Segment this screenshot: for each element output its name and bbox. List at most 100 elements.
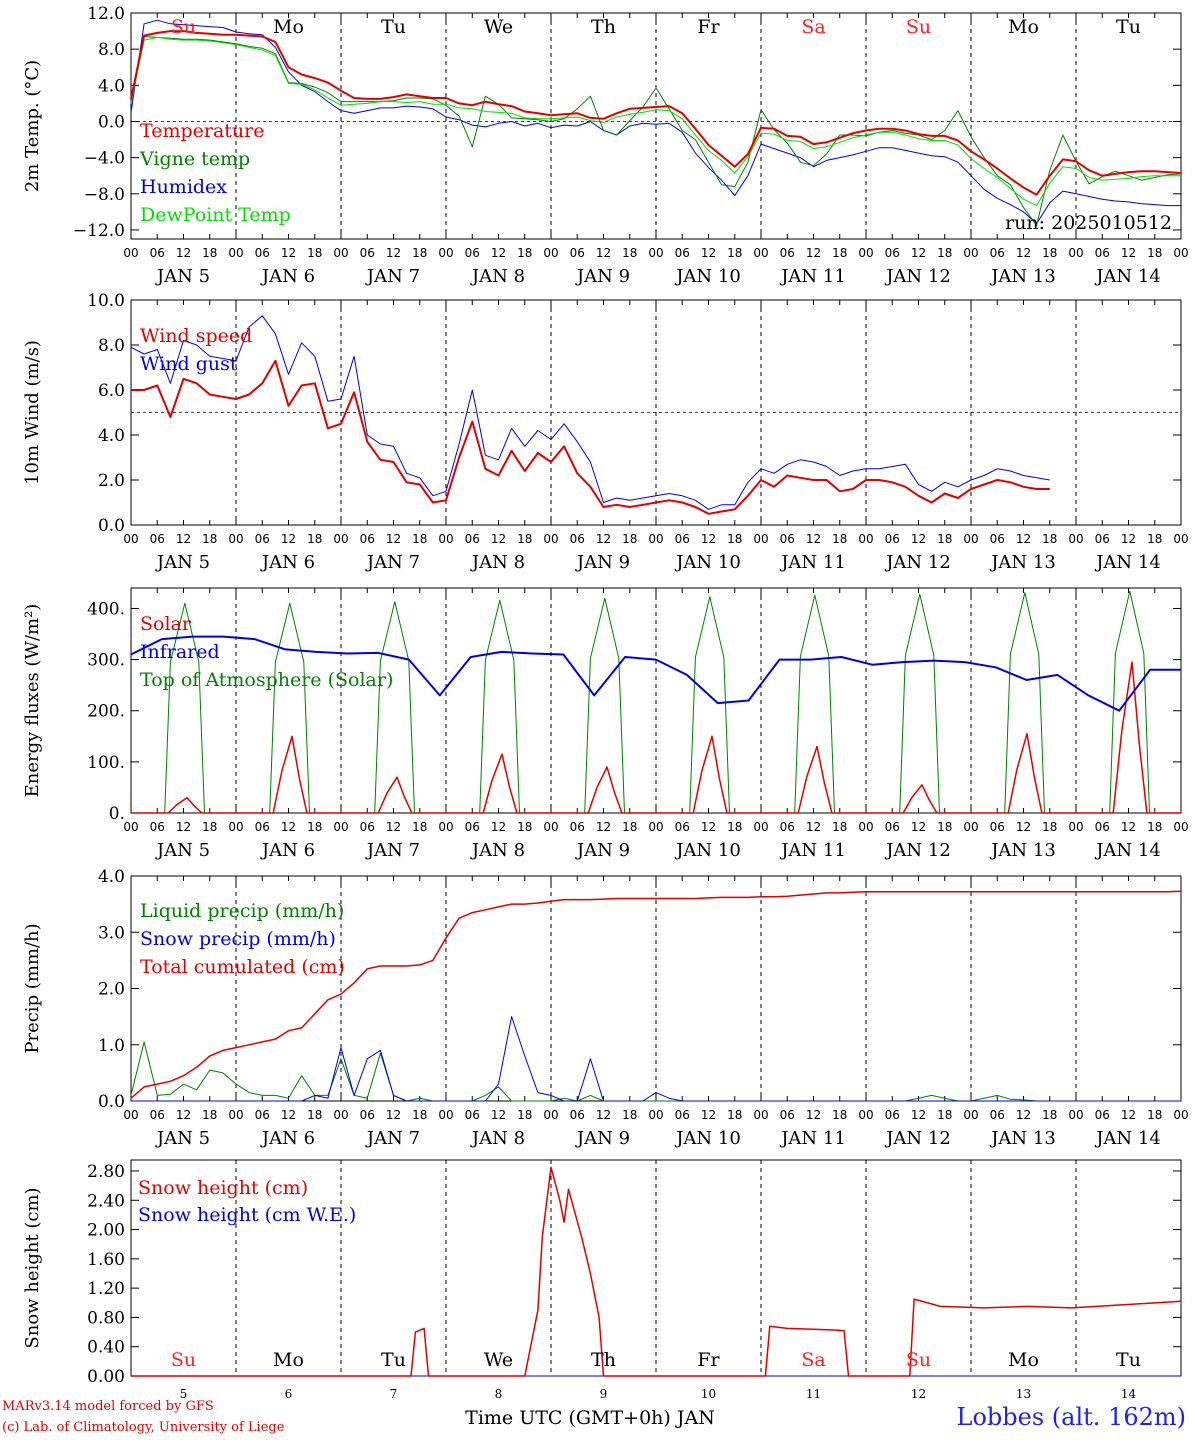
hour-tick-label: 06 — [150, 532, 165, 546]
hour-tick-label: 18 — [202, 532, 217, 546]
hour-tick-label: 06 — [780, 532, 795, 546]
series-line-liquid-precip-mm-h- — [130, 1041, 1181, 1102]
y-tick-label: 2.0 — [98, 980, 125, 1000]
day-date-label: JAN 13 — [989, 840, 1056, 861]
legend-entry: Wind speed — [140, 325, 252, 347]
hour-tick-label: 00 — [333, 820, 348, 834]
lab-credit: (c) Lab. of Climatology, University of L… — [2, 1420, 285, 1435]
weekday-label: Su — [906, 16, 931, 38]
day-date-label: JAN 8 — [470, 266, 525, 287]
hour-tick-label: 06 — [990, 1108, 1005, 1122]
weekday-label: Sa — [801, 16, 825, 38]
hour-tick-label: 06 — [255, 532, 270, 546]
legend-entry: Liquid precip (mm/h) — [140, 900, 344, 922]
y-axis-label: 2m Temp. (°C) — [22, 60, 43, 192]
hour-tick-label: 00 — [1173, 820, 1188, 834]
y-axis-label: 10m Wind (m/s) — [22, 340, 43, 485]
weekday-label: Tu — [381, 16, 406, 38]
day-date-label: JAN 13 — [989, 1128, 1056, 1149]
day-date-label: JAN 8 — [470, 840, 525, 861]
hour-tick-label: 00 — [438, 820, 453, 834]
day-date-label: JAN 6 — [260, 1128, 315, 1149]
hour-tick-label: 06 — [1095, 532, 1110, 546]
hour-tick-label: 18 — [202, 246, 217, 260]
hour-tick-label: 12 — [911, 246, 926, 260]
weekday-label: We — [484, 1349, 513, 1371]
hour-tick-label: 18 — [307, 820, 322, 834]
hour-tick-label: 12 — [596, 246, 611, 260]
hour-tick-label: 06 — [675, 820, 690, 834]
hour-tick-label: 12 — [176, 1108, 191, 1122]
hour-tick-label: 18 — [832, 820, 847, 834]
hour-tick-label: 00 — [228, 246, 243, 260]
series-line-solar — [131, 661, 1181, 814]
weekday-label: Mo — [1008, 1349, 1039, 1371]
hour-tick-label: 00 — [963, 532, 978, 546]
hour-tick-label: 00 — [963, 246, 978, 260]
weekday-label: Tu — [381, 1349, 406, 1371]
hour-tick-label: 12 — [1016, 246, 1031, 260]
hour-tick-label: 06 — [150, 820, 165, 834]
day-date-label: JAN 14 — [1094, 1128, 1161, 1149]
hour-tick-label: 00 — [543, 820, 558, 834]
x-axis-label: Time UTC (GMT+0h) JAN — [465, 1407, 715, 1429]
y-tick-label: 0.00 — [87, 1367, 125, 1387]
hour-tick-label: 12 — [1016, 820, 1031, 834]
hour-tick-label: 12 — [281, 532, 296, 546]
hour-tick-label: 12 — [1016, 532, 1031, 546]
hour-tick-label: 12 — [596, 532, 611, 546]
day-number-label: 8 — [495, 1387, 503, 1401]
legend-entry: Humidex — [140, 176, 227, 198]
hour-tick-label: 06 — [150, 1108, 165, 1122]
hour-tick-label: 18 — [307, 246, 322, 260]
hour-tick-label: 00 — [438, 1108, 453, 1122]
day-date-label: JAN 10 — [674, 552, 741, 573]
hour-tick-label: 18 — [832, 246, 847, 260]
hour-tick-label: 12 — [701, 820, 716, 834]
hour-tick-label: 00 — [753, 1108, 768, 1122]
hour-tick-label: 00 — [1068, 246, 1083, 260]
hour-tick-label: 06 — [885, 246, 900, 260]
day-date-label: JAN 12 — [884, 1128, 951, 1149]
hour-tick-label: 12 — [1121, 1108, 1136, 1122]
y-axis-label: Precip (mm/h) — [22, 923, 43, 1053]
y-tick-label: −8.0 — [84, 185, 125, 205]
hour-tick-label: 12 — [386, 1108, 401, 1122]
hour-tick-label: 06 — [570, 1108, 585, 1122]
hour-tick-label: 18 — [202, 820, 217, 834]
hour-tick-label: 00 — [333, 532, 348, 546]
day-number-label: 6 — [285, 1387, 293, 1401]
hour-tick-label: 12 — [386, 532, 401, 546]
hour-tick-label: 06 — [465, 1108, 480, 1122]
hour-tick-label: 18 — [622, 532, 637, 546]
y-tick-label: 12.0 — [87, 4, 125, 24]
weekday-label: Su — [906, 1349, 931, 1371]
hour-tick-label: 12 — [911, 1108, 926, 1122]
legend-entry: Solar — [140, 613, 192, 635]
y-tick-label: 1.20 — [87, 1279, 125, 1299]
weekday-label: Tu — [1116, 1349, 1141, 1371]
day-date-label: JAN 10 — [674, 840, 741, 861]
series-line-humidex — [130, 19, 1181, 225]
hour-tick-label: 00 — [123, 532, 138, 546]
hour-tick-label: 12 — [596, 1108, 611, 1122]
hour-tick-label: 18 — [937, 1108, 952, 1122]
hour-tick-label: 00 — [858, 246, 873, 260]
hour-tick-label: 18 — [412, 246, 427, 260]
day-date-label: JAN 12 — [884, 266, 951, 287]
day-date-label: JAN 5 — [155, 840, 210, 861]
hour-tick-label: 12 — [806, 1108, 821, 1122]
hour-tick-label: 12 — [1121, 820, 1136, 834]
model-credit: MARv3.14 model forced by GFS — [2, 1399, 214, 1414]
hour-tick-label: 12 — [176, 246, 191, 260]
hour-tick-label: 18 — [1147, 532, 1162, 546]
hour-tick-label: 18 — [727, 532, 742, 546]
day-date-label: JAN 9 — [575, 1128, 630, 1149]
y-axis-label: Snow height (cm) — [22, 1187, 43, 1348]
hour-tick-label: 06 — [1095, 1108, 1110, 1122]
hour-tick-label: 00 — [858, 820, 873, 834]
hour-tick-label: 06 — [255, 1108, 270, 1122]
hour-tick-label: 06 — [360, 246, 375, 260]
weekday-label: Su — [171, 1349, 196, 1371]
hour-tick-label: 18 — [727, 820, 742, 834]
